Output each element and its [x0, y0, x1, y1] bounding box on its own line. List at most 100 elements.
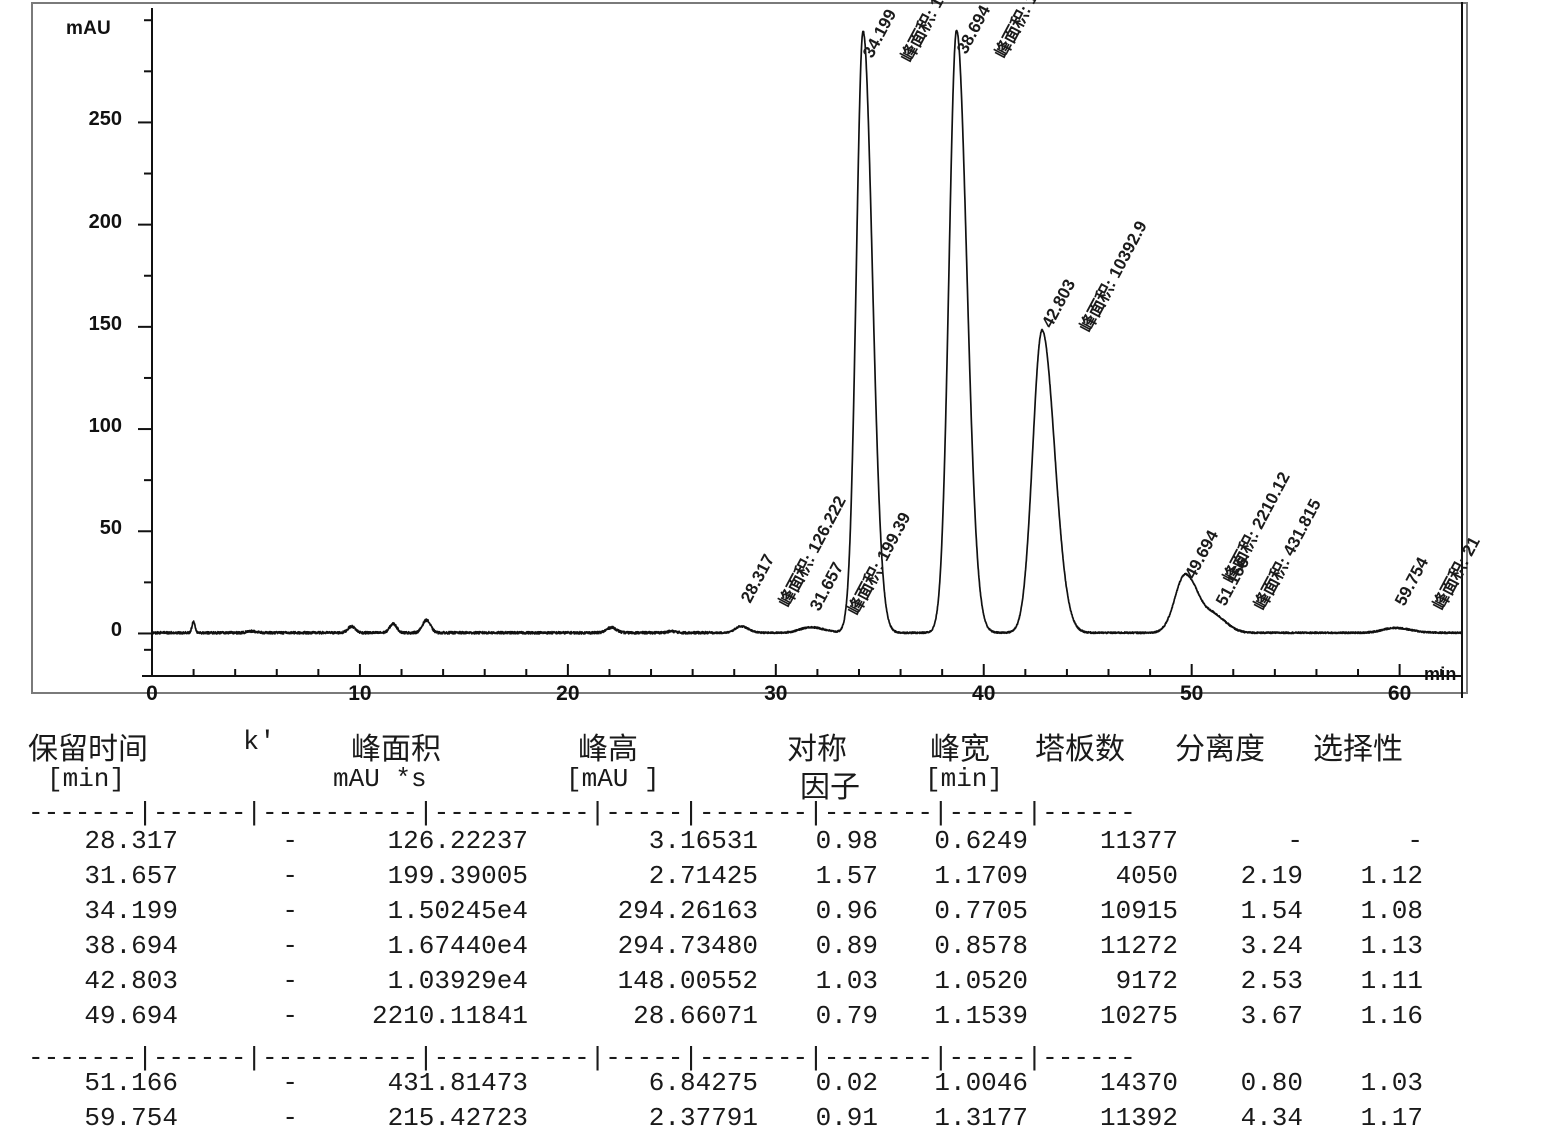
cell-symmetry: 0.96 [815, 896, 878, 926]
cell-height: 3.16531 [648, 826, 758, 856]
cell-width: 1.3177 [934, 1103, 1028, 1133]
col-header-peak-width: 峰宽 [930, 733, 990, 766]
cell-selectivity: 1.17 [1360, 1103, 1423, 1133]
y-tick-label-100: 100 [88, 415, 122, 438]
table-row: 49.694 - 2210.11841 28.66071 0.79 1.1539 10275… [28, 1001, 1423, 1031]
unit-peak-area: mAU *s [333, 764, 427, 794]
col-header-symmetry: 对称 [787, 733, 847, 766]
cell-rt: 38.694 [84, 931, 178, 961]
table-row: 28.317 - 126.22237 3.16531 0.98 0.6249 11377 - - [28, 826, 1423, 856]
cell-symmetry: 0.89 [815, 931, 878, 961]
cell-height: 148.00552 [617, 966, 758, 996]
col-header-k-prime: k' [243, 728, 276, 758]
chromatogram-frame [31, 2, 1468, 694]
cell-rt: 28.317 [84, 826, 178, 856]
y-tick-label-150: 150 [88, 312, 122, 335]
cell-height: 2.37791 [648, 1103, 758, 1133]
cell-symmetry: 0.02 [815, 1068, 878, 1098]
cell-rt: 51.166 [84, 1068, 178, 1098]
x-tick-label-60: 60 [1387, 682, 1412, 705]
cell-symmetry: 1.03 [815, 966, 878, 996]
cell-area: 199.39005 [387, 861, 528, 891]
cell-k-prime: - [282, 966, 298, 996]
x-tick-label-0: 0 [146, 682, 158, 705]
x-tick-label-20: 20 [556, 682, 580, 705]
cell-resolution: 3.24 [1240, 931, 1303, 961]
cell-selectivity: 1.11 [1360, 966, 1423, 996]
cell-plates: 4050 [1115, 861, 1178, 891]
cell-height: 294.73480 [617, 931, 758, 961]
y-tick-label-200: 200 [88, 210, 122, 233]
cell-area: 1.03929e4 [387, 966, 528, 996]
cell-resolution: 1.54 [1240, 896, 1303, 926]
table-row: 31.657 - 199.39005 2.71425 1.57 1.1709 4050 2.1… [28, 861, 1423, 891]
cell-area: 1.67440e4 [387, 931, 528, 961]
cell-height: 28.66071 [633, 1001, 758, 1031]
cell-selectivity: 1.08 [1360, 896, 1423, 926]
cell-k-prime: - [282, 896, 298, 926]
cell-area: 1.50245e4 [387, 896, 528, 926]
y-tick-label-0: 0 [110, 619, 122, 642]
table-row: 42.803 - 1.03929e4 148.00552 1.03 1.0520 9172 2… [28, 966, 1423, 996]
cell-selectivity: 1.03 [1360, 1068, 1423, 1098]
table-row: 51.166 - 431.81473 6.84275 0.02 1.0046 14370 0.… [28, 1068, 1423, 1098]
cell-selectivity: - [1407, 826, 1423, 856]
cell-resolution: 4.34 [1240, 1103, 1303, 1133]
col-header-peak-height: 峰高 [578, 733, 638, 766]
cell-k-prime: - [282, 1103, 298, 1133]
cell-selectivity: 1.12 [1360, 861, 1423, 891]
table-row: 59.754 - 215.42723 2.37791 0.91 1.3177 11392 4.… [28, 1103, 1423, 1133]
col-header-peak-area: 峰面积 [351, 733, 441, 766]
y-tick-label-50: 50 [99, 517, 122, 540]
cell-plates: 9172 [1115, 966, 1178, 996]
cell-k-prime: - [282, 826, 298, 856]
cell-plates: 14370 [1099, 1068, 1178, 1098]
chromatogram-plot [138, 2, 1463, 698]
cell-plates: 11272 [1099, 931, 1178, 961]
table-row: 38.694 - 1.67440e4 294.73480 0.89 0.8578 11272… [28, 931, 1423, 961]
unit-peak-height: [mAU ] [566, 764, 660, 794]
cell-height: 2.71425 [648, 861, 758, 891]
cell-rt: 49.694 [84, 1001, 178, 1031]
cell-width: 0.8578 [934, 931, 1028, 961]
cell-plates: 10275 [1099, 1001, 1178, 1031]
cell-area: 431.81473 [387, 1068, 528, 1098]
peak-results-table: 保留时间 k' 峰面积 峰高 对称 峰宽 塔板数 分离度 选择性 [min] m… [0, 706, 1546, 1144]
y-axis-unit-label: mAU [66, 18, 111, 39]
unit-peak-width: [min] [925, 764, 1004, 794]
cell-resolution: 2.53 [1240, 966, 1303, 996]
table-separator-top: -------|------|----------|----------|---… [28, 798, 1136, 828]
cell-width: 1.1539 [934, 1001, 1028, 1031]
cell-symmetry: 1.57 [815, 861, 878, 891]
x-tick-label-40: 40 [972, 682, 996, 705]
cell-selectivity: 1.13 [1360, 931, 1423, 961]
cell-height: 6.84275 [648, 1068, 758, 1098]
cell-k-prime: - [282, 931, 298, 961]
cell-height: 294.26163 [617, 896, 758, 926]
cell-symmetry: 0.91 [815, 1103, 878, 1133]
col-header-theoretical-plates: 塔板数 [1035, 733, 1125, 766]
x-axis-unit-label: min [1424, 664, 1457, 685]
cell-width: 1.0520 [934, 966, 1028, 996]
col-header-selectivity: 选择性 [1313, 733, 1403, 766]
cell-k-prime: - [282, 1068, 298, 1098]
cell-symmetry: 0.79 [815, 1001, 878, 1031]
cell-area: 126.22237 [387, 826, 528, 856]
table-separator-middle: -------|------|----------|----------|---… [28, 1043, 1136, 1073]
cell-selectivity: 1.16 [1360, 1001, 1423, 1031]
unit-symmetry-factor: 因子 [800, 771, 860, 804]
cell-width: 1.1709 [934, 861, 1028, 891]
cell-rt: 42.803 [84, 966, 178, 996]
x-tick-label-10: 10 [348, 682, 372, 705]
cell-rt: 59.754 [84, 1103, 178, 1133]
cell-width: 1.0046 [934, 1068, 1028, 1098]
cell-width: 0.7705 [934, 896, 1028, 926]
cell-resolution: 0.80 [1240, 1068, 1303, 1098]
cell-resolution: - [1287, 826, 1303, 856]
cell-plates: 11377 [1099, 826, 1178, 856]
cell-area: 215.42723 [387, 1103, 528, 1133]
cell-k-prime: - [282, 1001, 298, 1031]
x-tick-label-30: 30 [764, 682, 788, 705]
